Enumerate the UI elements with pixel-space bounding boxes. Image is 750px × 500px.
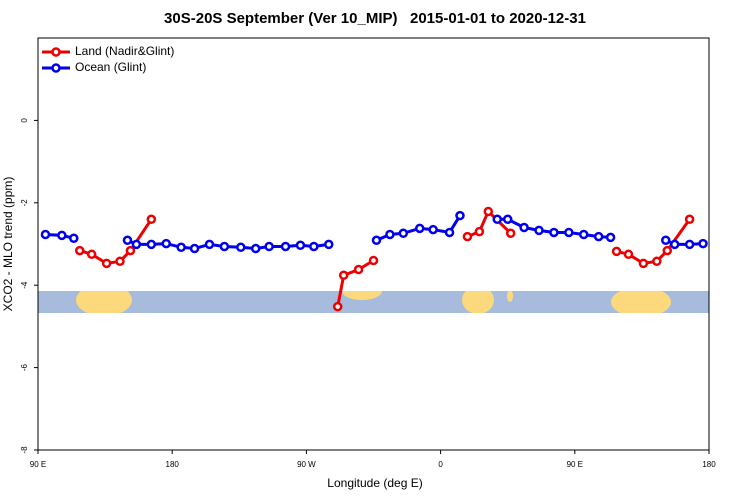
point	[250, 243, 261, 254]
point	[204, 239, 215, 250]
point	[398, 228, 409, 239]
point	[69, 233, 79, 243]
point	[75, 245, 85, 256]
legend-marker	[51, 47, 61, 57]
point	[146, 239, 157, 250]
point	[505, 228, 516, 239]
point	[534, 225, 544, 236]
point	[309, 241, 319, 252]
x-tick-label: 180	[166, 460, 180, 469]
map-strip	[38, 291, 709, 313]
y-tick-label: -2	[20, 199, 29, 207]
point	[593, 231, 604, 242]
point	[236, 242, 246, 253]
point	[661, 235, 671, 246]
point	[474, 226, 485, 237]
point	[519, 222, 529, 233]
point	[219, 241, 230, 252]
point	[264, 241, 274, 252]
point	[483, 206, 494, 217]
point	[623, 249, 634, 260]
y-tick-label: -8	[20, 446, 29, 454]
x-tick-label: 0	[438, 460, 443, 469]
point	[492, 214, 503, 225]
point	[684, 239, 695, 250]
point	[295, 240, 306, 250]
point	[698, 238, 708, 249]
point	[146, 214, 157, 225]
point	[611, 246, 622, 257]
legend-label: Land (Nadir&Glint)	[75, 44, 174, 58]
point	[115, 256, 125, 267]
y-tick-label: -4	[20, 281, 29, 289]
point	[428, 224, 438, 235]
point	[414, 223, 425, 234]
point	[385, 229, 395, 240]
point	[605, 232, 616, 243]
point	[161, 238, 171, 249]
point	[324, 239, 334, 250]
point	[549, 227, 559, 238]
point	[353, 264, 364, 275]
x-tick-label: 90 E	[567, 460, 583, 469]
x-tick-label: 180	[702, 460, 716, 469]
y-tick-label: -6	[20, 363, 29, 371]
point	[101, 258, 112, 269]
point	[131, 239, 142, 250]
point	[444, 227, 455, 238]
y-tick-label: 0	[20, 118, 29, 123]
point	[578, 229, 589, 240]
point	[57, 230, 67, 241]
point	[86, 249, 97, 260]
point	[189, 243, 200, 254]
point	[669, 239, 680, 250]
point	[176, 242, 186, 253]
point	[280, 241, 291, 252]
point	[40, 229, 51, 240]
point	[338, 270, 349, 281]
legend-marker	[51, 63, 61, 73]
point	[662, 245, 672, 256]
x-tick-label: 90 E	[30, 460, 46, 469]
point	[684, 214, 695, 225]
point	[125, 245, 136, 256]
point	[638, 258, 649, 269]
point	[122, 235, 133, 246]
point	[652, 256, 662, 267]
point	[332, 301, 343, 312]
y-axis-label: XCO2 - MLO trend (ppm)	[1, 177, 15, 312]
point	[502, 214, 513, 225]
plot-frame	[37, 37, 710, 451]
chart-title: 30S-20S September (Ver 10_MIP) 2015-01-0…	[164, 10, 586, 27]
x-axis-label: Longitude (deg E)	[327, 476, 422, 490]
point	[371, 235, 382, 246]
point	[564, 227, 574, 238]
legend-label: Ocean (Glint)	[75, 60, 146, 74]
point	[462, 231, 473, 242]
point	[455, 210, 465, 221]
x-tick-label: 90 W	[297, 460, 316, 469]
series-line	[79, 208, 691, 307]
point	[368, 255, 379, 266]
